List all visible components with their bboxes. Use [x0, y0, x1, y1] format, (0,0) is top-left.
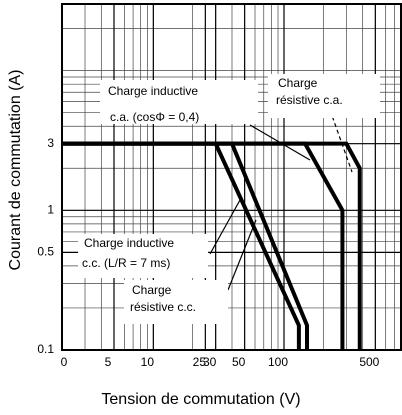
leader-line	[329, 109, 353, 173]
annotation-text: résistive c.a.	[276, 93, 343, 107]
annotation-text: Charge	[132, 283, 172, 297]
leader-line	[209, 199, 241, 255]
y-axis-label: Courant de commutation (A)	[7, 70, 24, 271]
annotation-text: c.c. (L/R = 7 ms)	[82, 256, 170, 270]
annotation-box	[124, 280, 228, 324]
y-tick-label: 3	[47, 136, 54, 150]
annotation-text: Charge inductive	[84, 236, 174, 250]
x-axis-label: Tension de commutation (V)	[101, 391, 300, 408]
annotation-box	[268, 74, 380, 118]
annotation-box	[100, 80, 258, 124]
x-tick-label: 5	[105, 355, 112, 369]
annotation-text: Charge	[278, 76, 318, 90]
annotation-text: Charge inductive	[108, 84, 198, 98]
x-tick-label: 10	[141, 355, 155, 369]
x-tick-label: 500	[359, 355, 379, 369]
annotation-text: résistive c.c.	[130, 300, 196, 314]
y-tick-label: 0.5	[37, 245, 54, 259]
leader-line	[249, 124, 311, 161]
y-tick-label: 0.1	[37, 342, 54, 356]
x-tick-label: 50	[232, 355, 246, 369]
leader-line	[227, 219, 257, 291]
x-tick-label: 25	[193, 355, 207, 369]
x-tick-label: 30	[203, 355, 217, 369]
plot-frame	[61, 3, 402, 351]
annotation-text: c.a. (cosΦ = 0,4)	[110, 110, 199, 124]
series-line	[62, 141, 310, 350]
y-tick-label: 1	[47, 202, 54, 216]
x-origin-label: 0	[61, 355, 68, 369]
x-tick-label: 100	[268, 355, 288, 369]
annotation-box	[78, 234, 208, 278]
